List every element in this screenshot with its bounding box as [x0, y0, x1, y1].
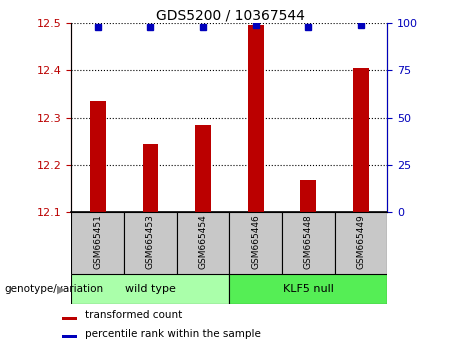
Text: GSM665446: GSM665446 [251, 214, 260, 269]
Text: GDS5200 / 10367544: GDS5200 / 10367544 [156, 9, 305, 23]
Text: KLF5 null: KLF5 null [283, 284, 334, 295]
Text: transformed count: transformed count [85, 310, 182, 320]
Bar [62, 317, 77, 320]
Bar [229, 212, 282, 274]
Bar [62, 335, 77, 338]
Text: GSM665453: GSM665453 [146, 214, 155, 269]
Bar [177, 212, 229, 274]
Bar [229, 274, 387, 304]
Text: GSM665454: GSM665454 [199, 214, 207, 269]
Text: GSM665451: GSM665451 [93, 214, 102, 269]
Text: GSM665449: GSM665449 [356, 214, 366, 269]
Bar [142, 144, 158, 212]
Bar [124, 212, 177, 274]
Bar [282, 212, 335, 274]
Text: ▶: ▶ [57, 284, 65, 295]
Bar [71, 274, 229, 304]
Text: wild type: wild type [125, 284, 176, 295]
Text: GSM665448: GSM665448 [304, 214, 313, 269]
Bar [90, 101, 106, 212]
Bar [195, 125, 211, 212]
Bar [248, 25, 264, 212]
Bar [301, 180, 316, 212]
Text: genotype/variation: genotype/variation [5, 284, 104, 295]
Text: percentile rank within the sample: percentile rank within the sample [85, 329, 261, 339]
Bar [353, 68, 369, 212]
Bar [71, 212, 124, 274]
Bar [335, 212, 387, 274]
